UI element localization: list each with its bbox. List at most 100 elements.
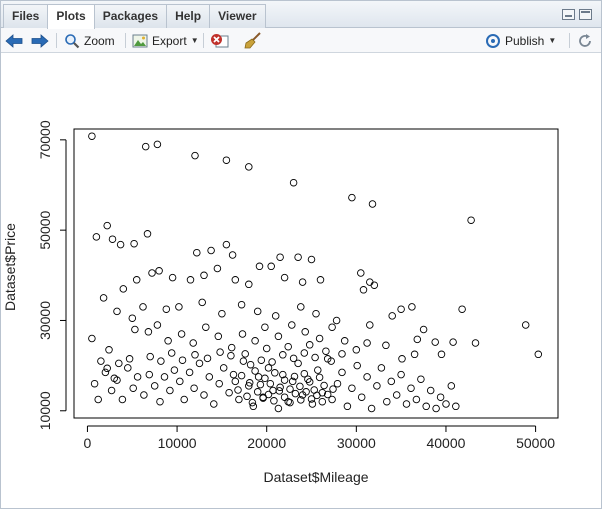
data-point xyxy=(195,359,204,368)
data-point xyxy=(274,332,283,341)
tab-help[interactable]: Help xyxy=(166,4,211,28)
data-point xyxy=(157,357,165,365)
data-point xyxy=(412,395,421,404)
data-point xyxy=(113,307,121,316)
data-point xyxy=(178,356,187,364)
data-point xyxy=(332,316,341,325)
y-axis: 10000 30000 50000 70000 xyxy=(37,120,67,430)
data-point xyxy=(328,323,336,331)
magnifier-icon xyxy=(65,33,80,48)
data-point xyxy=(314,366,322,374)
y-tick-label: 70000 xyxy=(37,120,53,159)
data-point xyxy=(308,400,317,408)
data-point xyxy=(301,328,309,336)
data-point xyxy=(124,364,132,372)
data-point xyxy=(261,323,269,331)
data-point xyxy=(141,142,150,151)
data-point xyxy=(307,255,316,264)
zoom-button[interactable]: Zoom xyxy=(64,31,115,50)
data-point xyxy=(198,298,206,307)
data-point xyxy=(305,341,314,349)
data-point xyxy=(108,235,117,243)
data-point xyxy=(419,325,428,334)
data-point xyxy=(237,300,246,309)
data-point xyxy=(110,374,119,383)
data-point xyxy=(243,392,251,401)
data-point xyxy=(88,132,96,140)
clear-plots-button[interactable] xyxy=(244,31,262,50)
scatter-plot: 0 10000 20000 30000 40000 50000 10000 30000 500… xyxy=(2,120,559,485)
data-point xyxy=(254,373,263,381)
data-point xyxy=(156,397,164,406)
data-point xyxy=(180,395,188,404)
data-point xyxy=(289,354,298,363)
data-point xyxy=(408,303,416,311)
data-point xyxy=(125,355,134,363)
forward-button[interactable] xyxy=(31,31,49,50)
data-point xyxy=(328,395,336,404)
data-point xyxy=(129,384,137,392)
data-point xyxy=(274,404,283,413)
data-point xyxy=(297,396,305,404)
data-point xyxy=(241,350,249,358)
data-point xyxy=(262,344,271,353)
data-point xyxy=(216,348,224,356)
maximize-pane-icon[interactable] xyxy=(579,9,592,20)
publish-button[interactable]: Publish ▼ xyxy=(485,31,556,50)
data-point xyxy=(185,368,194,377)
data-point xyxy=(177,330,186,338)
plot-area: 0 10000 20000 30000 40000 50000 10000 30000 500… xyxy=(1,54,601,508)
data-point xyxy=(207,246,215,255)
data-point xyxy=(222,156,231,164)
x-tick-label: 20000 xyxy=(247,435,286,451)
data-point xyxy=(323,390,332,399)
back-button[interactable] xyxy=(5,31,23,50)
y-tick-label: 30000 xyxy=(37,301,53,340)
data-point xyxy=(90,379,99,388)
data-point xyxy=(417,375,425,383)
data-point xyxy=(291,389,300,398)
data-point xyxy=(290,372,299,381)
data-point xyxy=(131,325,139,334)
data-point xyxy=(302,388,310,396)
data-point xyxy=(432,404,440,413)
export-button[interactable]: Export ▼ xyxy=(132,31,199,50)
tab-bar: Files Plots Packages Help Viewer xyxy=(1,1,601,29)
tab-plots[interactable]: Plots xyxy=(47,4,95,29)
data-point xyxy=(238,330,247,338)
data-point xyxy=(366,321,374,329)
data-point xyxy=(296,382,304,391)
data-point xyxy=(315,373,324,382)
data-point xyxy=(368,200,377,208)
data-point xyxy=(101,368,110,377)
y-axis-label: Dataset$Price xyxy=(2,223,18,311)
chevron-down-icon: ▼ xyxy=(548,36,557,45)
data-point xyxy=(105,346,113,354)
data-point xyxy=(275,387,284,395)
remove-plot-button[interactable] xyxy=(210,31,230,50)
tab-packages[interactable]: Packages xyxy=(93,4,168,28)
data-point xyxy=(239,357,248,365)
data-point xyxy=(298,278,307,286)
data-point xyxy=(366,278,374,286)
data-point xyxy=(128,314,137,322)
x-axis-label: Dataset$Mileage xyxy=(263,469,368,485)
tab-viewer[interactable]: Viewer xyxy=(209,4,266,28)
data-point xyxy=(170,366,179,374)
refresh-button[interactable] xyxy=(577,31,593,50)
data-point xyxy=(316,276,325,284)
data-point xyxy=(245,382,253,390)
data-point xyxy=(370,281,379,289)
minimize-pane-icon[interactable] xyxy=(562,9,575,20)
data-point xyxy=(397,370,405,379)
data-point xyxy=(88,334,96,343)
data-point xyxy=(397,305,405,313)
data-point xyxy=(422,402,430,411)
data-point xyxy=(431,338,439,346)
data-point xyxy=(373,382,381,390)
tab-files[interactable]: Files xyxy=(3,4,49,28)
x-tick-label: 10000 xyxy=(158,435,197,451)
data-point xyxy=(383,397,391,406)
data-point xyxy=(218,309,226,318)
